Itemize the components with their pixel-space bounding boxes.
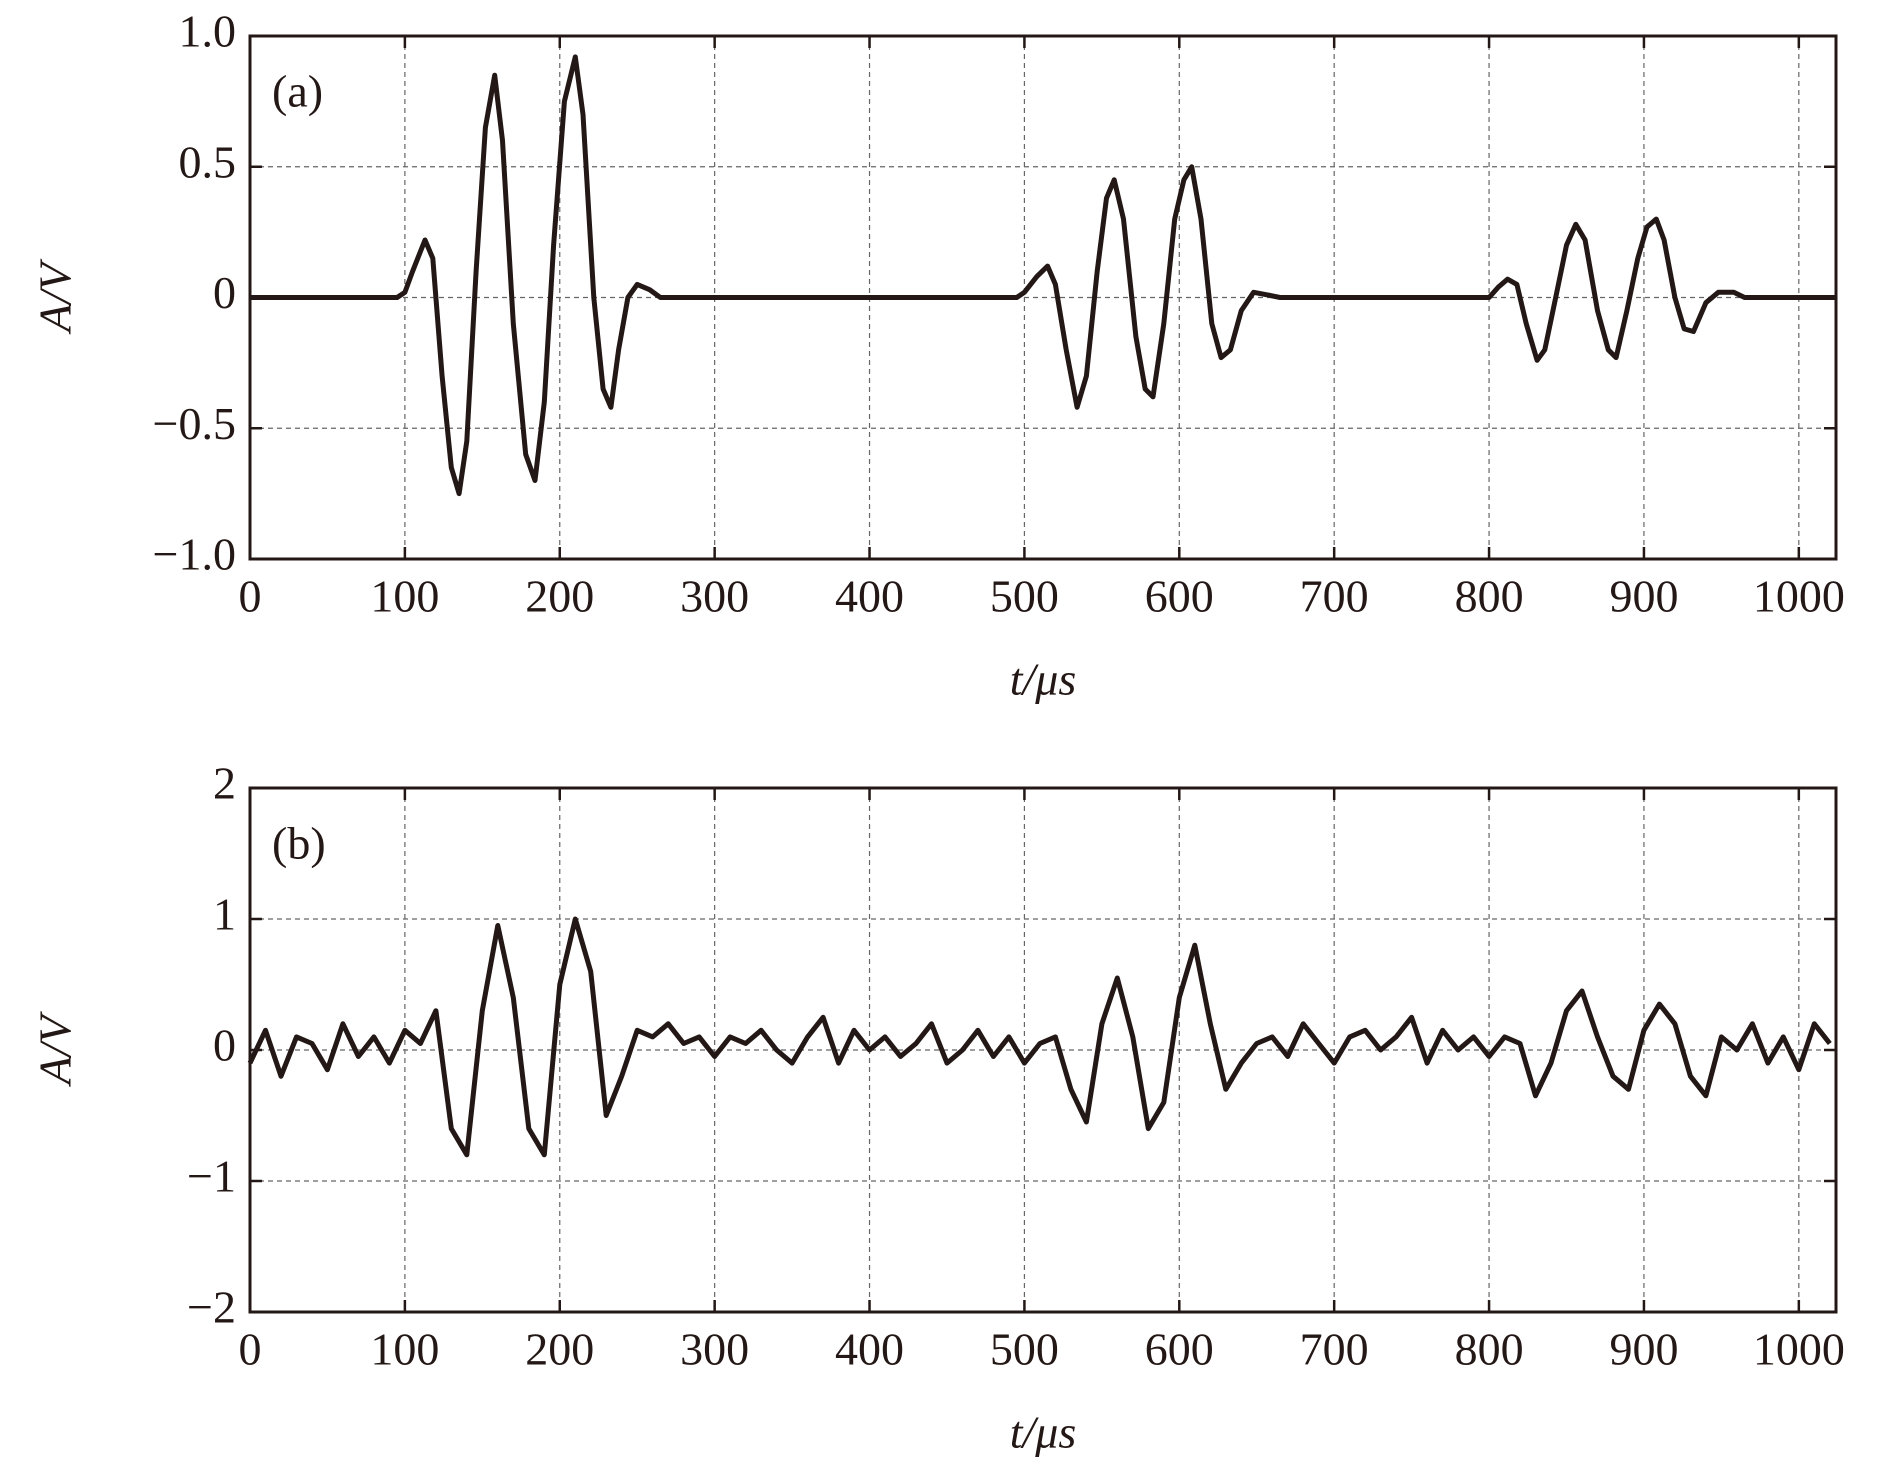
x-tick-label: 800 [1455, 1324, 1524, 1375]
panel-label: (b) [272, 818, 326, 869]
x-tick-label: 0 [239, 1324, 262, 1375]
y-tick-label: 1.0 [179, 6, 237, 57]
y-tick-label: −1 [187, 1151, 236, 1202]
y-tick-label: −1.0 [153, 529, 236, 580]
x-tick-label: 500 [990, 1324, 1059, 1375]
x-tick-label: 400 [835, 571, 904, 622]
x-tick-label: 100 [370, 1324, 439, 1375]
x-tick-label: 1000 [1753, 571, 1845, 622]
y-tick-label: −2 [187, 1282, 236, 1333]
panel-label: (a) [272, 66, 323, 117]
x-tick-label: 600 [1145, 571, 1214, 622]
x-tick-label: 700 [1300, 1324, 1369, 1375]
x-tick-label: 200 [525, 571, 594, 622]
y-tick-label: 2 [213, 758, 236, 809]
x-tick-label: 900 [1609, 1324, 1678, 1375]
signal-trace [250, 54, 1836, 497]
x-tick-label: 600 [1145, 1324, 1214, 1375]
x-axis-label: t/μs [1010, 1407, 1077, 1458]
x-axis-label: t/μs [1010, 654, 1077, 705]
y-axis-label: A/V [30, 1011, 81, 1088]
y-tick-label: 0 [213, 1020, 236, 1071]
y-tick-label: 0 [213, 267, 236, 318]
x-tick-label: 800 [1455, 571, 1524, 622]
x-tick-label: 300 [680, 571, 749, 622]
x-tick-label: 1000 [1753, 1324, 1845, 1375]
signal-trace [247, 916, 1832, 1158]
plot-frame [248, 786, 1838, 1314]
x-tick-label: 300 [680, 1324, 749, 1375]
x-tick-label: 100 [370, 571, 439, 622]
y-tick-label: −0.5 [153, 398, 236, 449]
x-tick-label: 400 [835, 1324, 904, 1375]
y-axis-label: A/V [30, 258, 81, 335]
x-tick-label: 900 [1609, 571, 1678, 622]
x-tick-label: 0 [239, 571, 262, 622]
y-tick-label: 1 [213, 889, 236, 940]
x-tick-label: 200 [525, 1324, 594, 1375]
x-tick-label: 500 [990, 571, 1059, 622]
y-tick-label: 0.5 [179, 136, 237, 187]
x-tick-label: 700 [1300, 571, 1369, 622]
